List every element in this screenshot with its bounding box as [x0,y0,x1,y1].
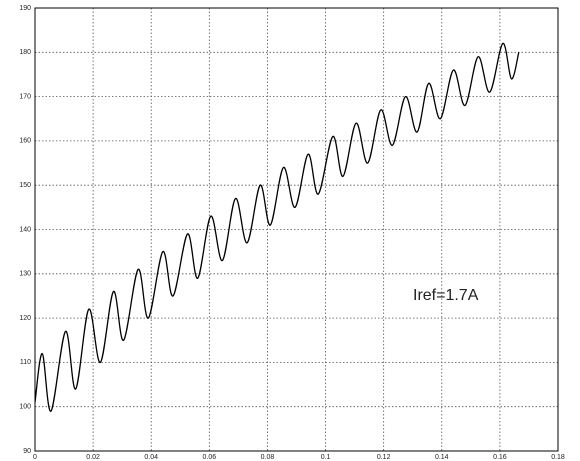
x-tick-label: 0.06 [203,454,217,461]
y-tick-label: 100 [19,404,31,411]
x-tick-label: 0.16 [493,454,507,461]
x-tick-label: 0.12 [377,454,391,461]
y-tick-label: 130 [19,271,31,278]
x-tick-label: 0.18 [551,454,565,461]
x-tick-label: 0.04 [144,454,158,461]
y-tick-label: 90 [23,448,31,455]
y-tick-label: 160 [19,138,31,145]
data-line [34,42,520,412]
y-tick-label: 190 [19,5,31,12]
y-tick-label: 170 [19,93,31,100]
y-tick-label: 110 [20,359,31,366]
plot-frame [34,7,559,452]
y-tick-label: 150 [19,182,31,189]
x-tick-label: 0.1 [321,454,331,461]
x-tick-label: 0 [33,454,37,461]
x-tick-label: 0.14 [435,454,449,461]
y-tick-label: 180 [19,49,31,56]
x-tick-label: 0.02 [86,454,100,461]
y-tick-label: 140 [19,226,31,233]
x-tick-label: 0.08 [261,454,275,461]
annotation: Iref=1.7A [413,287,479,304]
y-tick-label: 120 [19,315,31,322]
